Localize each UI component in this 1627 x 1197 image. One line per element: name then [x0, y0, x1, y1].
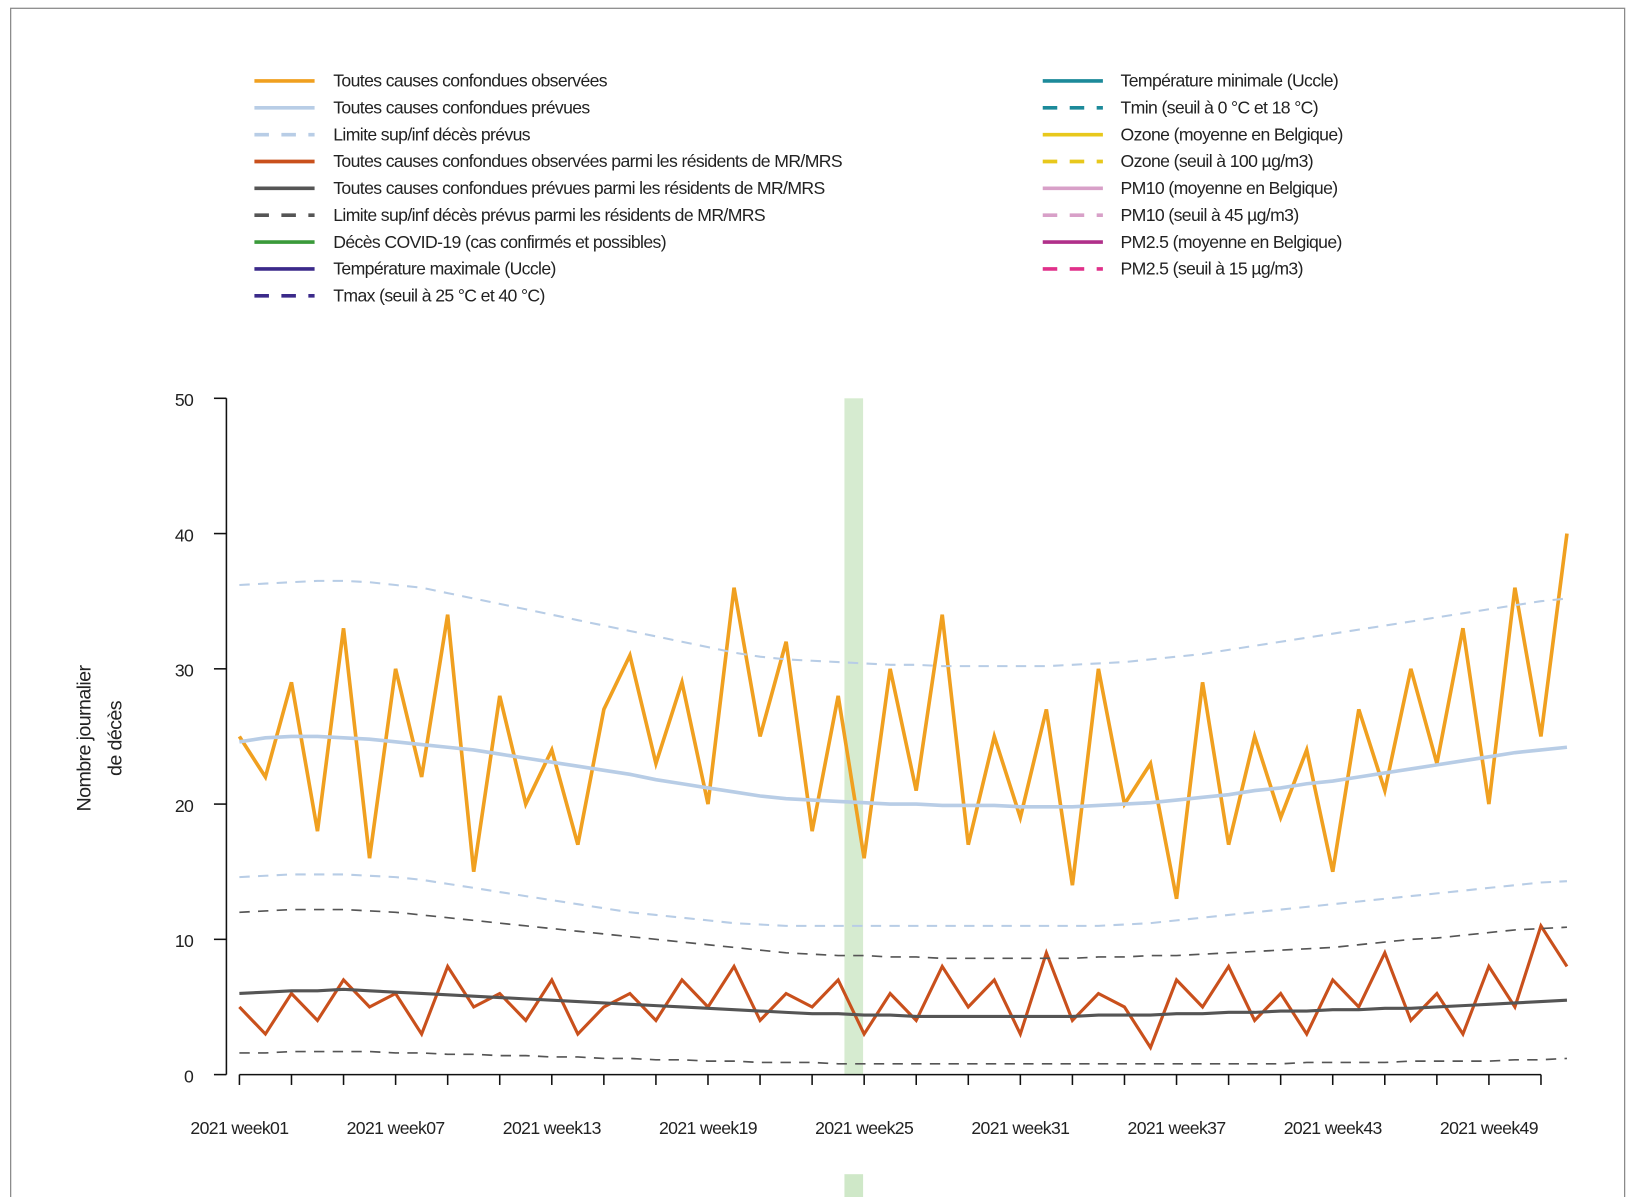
y-tick-label: 30 [175, 661, 194, 681]
y-tick-label: 40 [175, 525, 194, 545]
y-tick-label: 0 [184, 1066, 194, 1086]
legend-label: Toutes causes confondues observées parmi… [333, 151, 842, 171]
legend-label: Ozone (seuil à 100 µg/m3) [1121, 151, 1314, 171]
y-axis-label: de décès [105, 700, 127, 776]
x-tick-label: 2021 week37 [1128, 1118, 1226, 1138]
x-tick-label: 2021 week49 [1440, 1118, 1538, 1138]
series-line [239, 734, 1568, 809]
legend-label: PM2.5 (moyenne en Belgique) [1121, 232, 1342, 252]
x-tick-label: 2021 week43 [1284, 1118, 1383, 1138]
x-tick-label: 2021 week13 [503, 1118, 602, 1138]
legend-label: Toutes causes confondues prévues parmi l… [333, 178, 824, 198]
legend-label: Température minimale (Uccle) [1121, 71, 1339, 91]
series-line [239, 987, 1568, 1018]
x-tick-label: 2021 week07 [347, 1118, 445, 1138]
x-tick-label: 2021 week31 [971, 1118, 1069, 1138]
highlight-band-foot [844, 1174, 864, 1197]
series-line [238, 922, 1569, 1051]
legend-label: PM10 (seuil à 45 µg/m3) [1121, 205, 1299, 225]
legend-label: Tmax (seuil à 25 °C et 40 °C) [333, 286, 545, 306]
limit-line [239, 873, 1568, 927]
limit-line [239, 908, 1568, 960]
x-tick-label: 2021 week01 [190, 1118, 288, 1138]
limit-line [239, 579, 1568, 668]
legend-label: PM2.5 (seuil à 15 µg/m3) [1121, 259, 1303, 279]
legend-label: Tmin (seuil à 0 °C et 18 °C) [1121, 97, 1318, 117]
series-line [237, 533, 1569, 900]
y-axis-label: Nombre journalier [74, 665, 96, 812]
y-tick-label: 10 [175, 931, 194, 951]
panel-border [10, 7, 1626, 1197]
legend-label: Limite sup/inf décès prévus parmi les ré… [333, 205, 765, 225]
y-tick-label: 20 [175, 796, 194, 816]
legend-label: Toutes causes confondues prévues [333, 97, 590, 117]
x-tick-label: 2021 week19 [659, 1118, 757, 1138]
x-tick-label: 2021 week25 [815, 1118, 914, 1138]
highlight-band [844, 398, 864, 1075]
legend-label: Décès COVID-19 (cas confirmés et possibl… [333, 232, 666, 252]
legend-label: Limite sup/inf décès prévus [333, 124, 531, 144]
y-tick-label: 50 [175, 390, 194, 410]
legend-label: Température maximale (Uccle) [333, 259, 556, 279]
limit-line [239, 1050, 1568, 1065]
legend-label: PM10 (moyenne en Belgique) [1121, 178, 1338, 198]
legend-label: Toutes causes confondues observées [333, 71, 608, 91]
legend-label: Ozone (moyenne en Belgique) [1121, 124, 1343, 144]
